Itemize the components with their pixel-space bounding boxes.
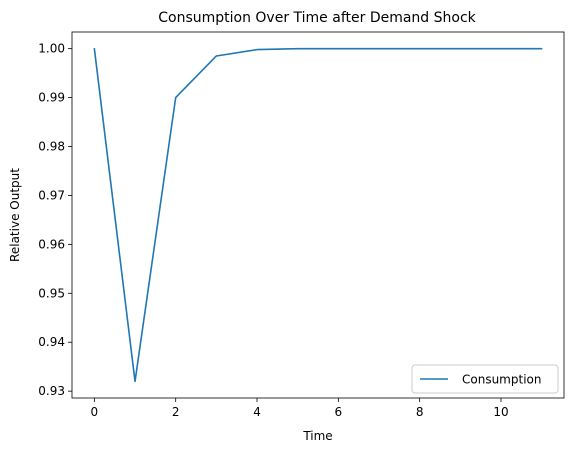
y-tick-label: 0.96 (38, 237, 65, 251)
x-tick-label: 8 (416, 405, 424, 419)
y-tick-label: 0.94 (38, 335, 65, 349)
y-tick-label: 1.00 (38, 42, 65, 56)
x-tick-label: 4 (253, 405, 261, 419)
data-point (418, 47, 422, 51)
y-tick-label: 0.98 (38, 139, 65, 153)
data-point (255, 48, 259, 52)
data-point (174, 96, 178, 100)
y-axis-ticks: 0.93 0.94 0.95 0.96 0.97 0.98 0.99 1.00 (38, 42, 72, 398)
x-tick-label: 6 (335, 405, 343, 419)
x-tick-label: 0 (91, 405, 99, 419)
y-tick-label: 0.97 (38, 188, 65, 202)
data-point (458, 47, 462, 51)
x-tick-label: 2 (172, 405, 180, 419)
legend: Consumption (411, 364, 559, 394)
data-point (133, 379, 137, 383)
y-tick-label: 0.99 (38, 91, 65, 105)
data-point (499, 47, 503, 51)
x-tick-label: 10 (493, 405, 508, 419)
chart-title: Consumption Over Time after Demand Shock (158, 10, 476, 26)
legend-label-consumption: Consumption (462, 373, 541, 387)
x-axis-label: Time (302, 429, 332, 443)
y-tick-label: 0.93 (38, 384, 65, 398)
data-point (377, 47, 381, 51)
series-layer (92, 47, 544, 383)
plot-area-frame (71, 31, 565, 399)
series-line-consumption (93, 47, 543, 383)
data-point (540, 47, 544, 51)
data-point (92, 47, 96, 51)
data-point (296, 47, 300, 51)
data-point (336, 47, 340, 51)
y-axis-label: Relative Output (8, 168, 22, 262)
data-point (214, 54, 218, 58)
y-tick-label: 0.95 (38, 286, 65, 300)
x-axis-ticks: 0 2 4 6 8 10 (91, 398, 509, 419)
legend-box (411, 364, 559, 394)
